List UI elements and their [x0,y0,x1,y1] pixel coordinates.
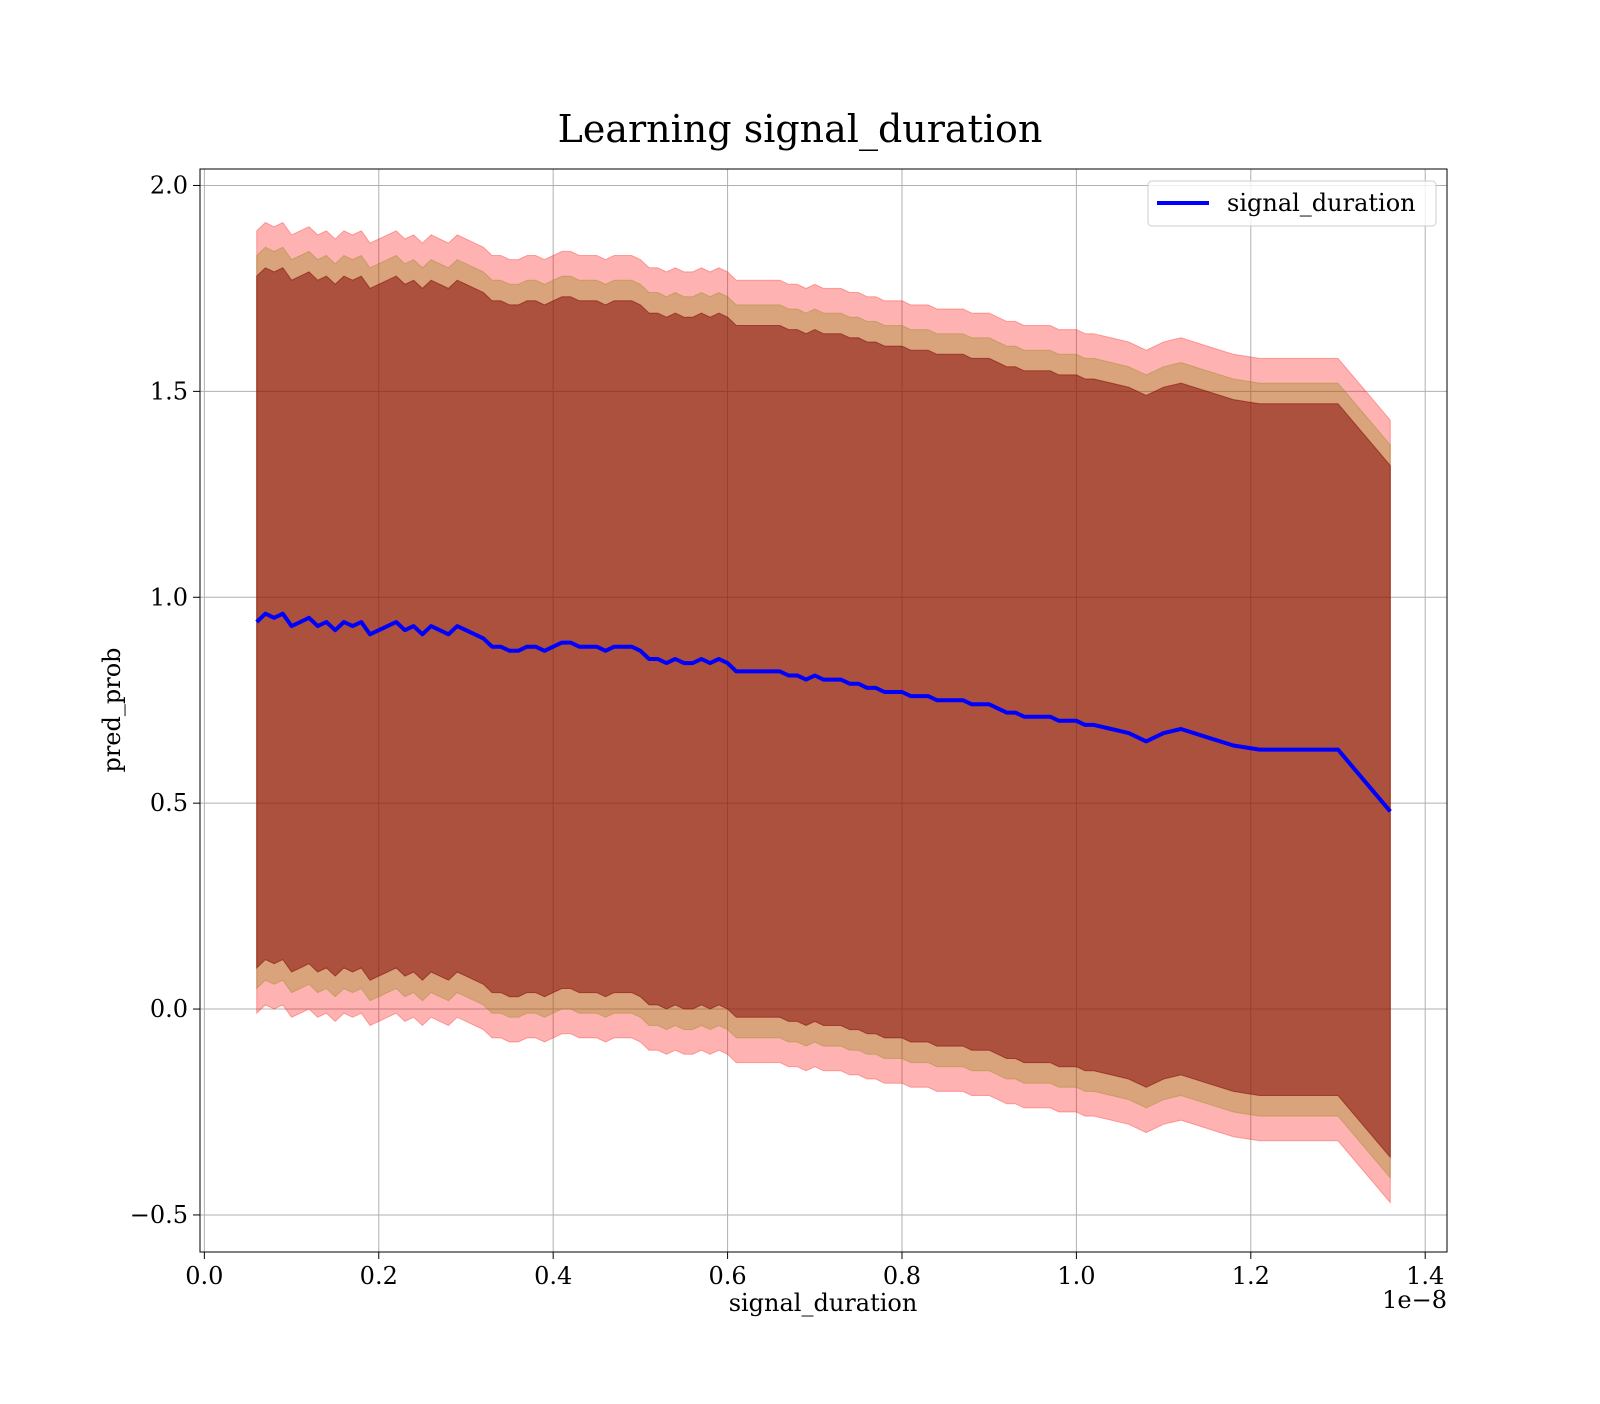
y-tick-label: 1.0 [150,583,188,611]
series-lines [255,611,1392,813]
x-tick-label: 1.2 [1232,1262,1270,1290]
chart-title: Learning signal_duration [558,107,1043,152]
confidence-bands [256,221,1391,1204]
y-tick-label: 1.5 [150,377,188,405]
plot-frame [199,168,1448,1253]
y-tick-label: −0.5 [130,1201,188,1229]
x-tick-label: 0.4 [534,1262,572,1290]
x-tick-label: 0.6 [708,1262,746,1290]
y-tick-label: 2.0 [150,171,188,199]
confidence-band [256,267,1391,1159]
x-axis-label: signal_duration [729,1289,918,1317]
x-tick-label: 1.0 [1057,1262,1095,1290]
x-axis-ticks: 0.0 0.2 0.4 0.6 0.8 1.0 1.2 1.4 [185,1252,1444,1290]
legend: signal_duration [1147,180,1437,227]
legend-box [1147,180,1437,227]
x-tick-label: 1.4 [1406,1262,1444,1290]
y-tick-label: 0.5 [150,789,188,817]
x-tick-label: 0.0 [185,1262,223,1290]
legend-series-label: signal_duration [1227,189,1416,217]
x-tick-label: 0.2 [360,1262,398,1290]
y-axis-ticks: −0.5 0.0 0.5 1.0 1.5 2.0 [130,171,200,1229]
x-axis-offset-label: 1e−8 [1382,1286,1447,1314]
series-line-signal-duration [255,611,1392,813]
y-tick-label: 0.0 [150,995,188,1023]
y-axis-label: pred_prob [98,647,126,772]
x-tick-label: 0.8 [883,1262,921,1290]
